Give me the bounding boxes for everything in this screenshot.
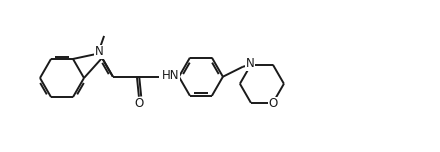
Text: O: O	[134, 97, 143, 110]
Text: HN: HN	[162, 69, 180, 82]
Text: N: N	[95, 45, 104, 58]
Text: N: N	[246, 57, 254, 70]
Text: O: O	[268, 97, 278, 110]
